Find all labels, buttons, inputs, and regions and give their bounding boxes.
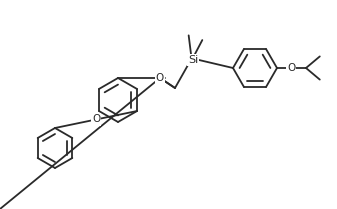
Text: O: O xyxy=(156,73,164,83)
Text: Si: Si xyxy=(188,55,198,65)
Text: O: O xyxy=(92,115,100,125)
Text: O: O xyxy=(287,63,295,73)
